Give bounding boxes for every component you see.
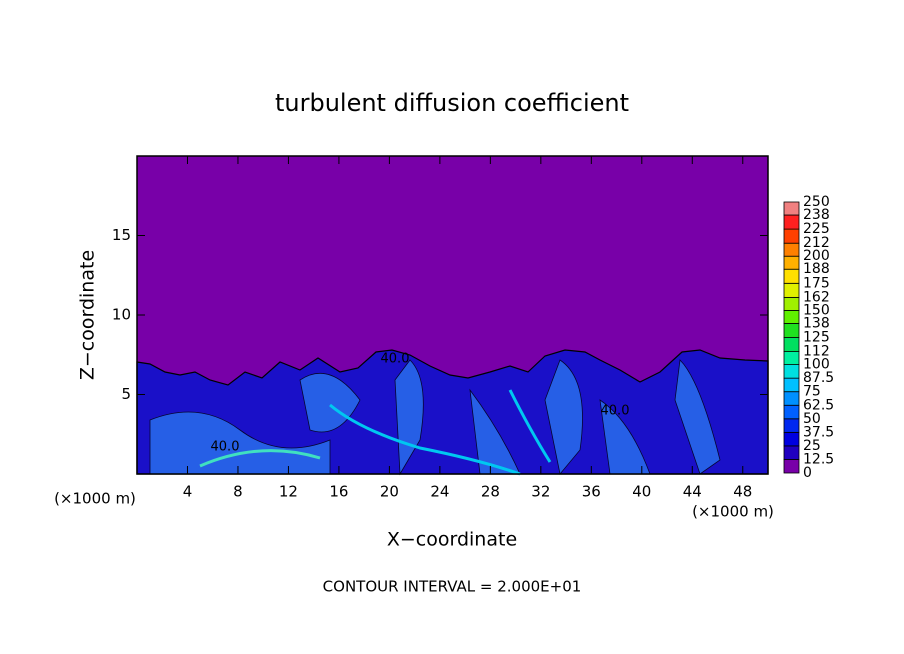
colorbar-box bbox=[783, 323, 800, 338]
colorbar-label: 12.5 bbox=[803, 451, 834, 467]
colorbar-box bbox=[783, 418, 800, 433]
x-tick-label: 24 bbox=[430, 483, 449, 501]
colorbar-label: 62.5 bbox=[803, 397, 834, 413]
colorbar-label: 188 bbox=[803, 261, 830, 277]
shear-band bbox=[329, 403, 521, 476]
plot-area bbox=[136, 155, 769, 476]
y-tick-label: 15 bbox=[112, 226, 131, 244]
unit-label: (×1000 m) bbox=[692, 503, 774, 521]
colorbar-box bbox=[783, 351, 800, 366]
colorbar-label: 238 bbox=[803, 207, 830, 223]
colorbar-label: 150 bbox=[803, 302, 830, 318]
colorbar-label: 125 bbox=[803, 330, 830, 346]
contour-label: 40.0 bbox=[381, 352, 410, 367]
turbulent-eddy bbox=[149, 411, 331, 475]
x-axis-label: X−coordinate bbox=[387, 529, 517, 551]
x-tick-label: 44 bbox=[683, 483, 702, 501]
colorbar-box bbox=[783, 377, 800, 393]
colorbar-box bbox=[783, 364, 800, 379]
colorbar-box bbox=[783, 391, 800, 406]
chart-title: turbulent diffusion coefficient bbox=[275, 89, 629, 117]
x-tick-label: 20 bbox=[380, 483, 399, 501]
colorbar-label: 37.5 bbox=[803, 424, 834, 440]
colorbar-box bbox=[783, 201, 800, 216]
y-tick-label: 5 bbox=[121, 385, 131, 403]
colorbar-box bbox=[783, 404, 800, 420]
footer: CONTOUR INTERVAL = 2.000E+01 bbox=[323, 578, 582, 596]
colorbar-box bbox=[783, 228, 800, 244]
colorbar-box bbox=[783, 214, 800, 230]
colorbar-label: 175 bbox=[803, 275, 830, 291]
x-tick-label: 32 bbox=[531, 483, 550, 501]
colorbar-box bbox=[783, 431, 800, 447]
colorbar-label: 225 bbox=[803, 221, 830, 237]
colorbar-label: 100 bbox=[803, 357, 830, 373]
colorbar-label: 50 bbox=[803, 411, 821, 427]
colorbar-box bbox=[783, 309, 800, 324]
colorbar-box bbox=[783, 268, 800, 284]
colorbar-box bbox=[783, 337, 800, 352]
y-tick-label: 10 bbox=[112, 306, 131, 324]
colorbar-box bbox=[783, 296, 800, 311]
y-axis-label: Z−coordinate bbox=[77, 250, 99, 380]
shear-band bbox=[199, 449, 321, 468]
shear-band bbox=[508, 389, 552, 463]
colorbar-label: 212 bbox=[803, 235, 830, 251]
turbulent-eddy bbox=[544, 359, 583, 475]
unit-label: (×1000 m) bbox=[54, 490, 136, 508]
colorbar-box bbox=[783, 282, 800, 298]
x-tick-label: 4 bbox=[183, 483, 193, 501]
colorbar-label: 87.5 bbox=[803, 370, 834, 386]
colorbar-label: 25 bbox=[803, 438, 821, 454]
x-tick-label: 8 bbox=[233, 483, 243, 501]
x-tick-label: 48 bbox=[733, 483, 752, 501]
colorbar-label: 75 bbox=[803, 384, 821, 400]
colorbar-label: 112 bbox=[803, 344, 830, 360]
colorbar-label: 0 bbox=[803, 465, 812, 481]
colorbar-label: 200 bbox=[803, 248, 830, 264]
colorbar-label: 138 bbox=[803, 315, 830, 331]
colorbar-label: 250 bbox=[803, 194, 830, 210]
x-tick-label: 16 bbox=[329, 483, 348, 501]
colorbar-label: 162 bbox=[803, 289, 830, 305]
colorbar-box bbox=[783, 242, 800, 257]
x-tick-label: 12 bbox=[279, 483, 298, 501]
colorbar-box bbox=[783, 255, 800, 270]
contour-label: 40.0 bbox=[601, 404, 630, 419]
x-tick-label: 40 bbox=[632, 483, 651, 501]
x-tick-label: 28 bbox=[481, 483, 500, 501]
colorbar-box bbox=[783, 459, 800, 474]
contour-label: 40.0 bbox=[211, 440, 240, 455]
turbulent-eddy bbox=[674, 359, 721, 475]
colorbar-box bbox=[783, 445, 800, 460]
x-tick-label: 36 bbox=[582, 483, 601, 501]
